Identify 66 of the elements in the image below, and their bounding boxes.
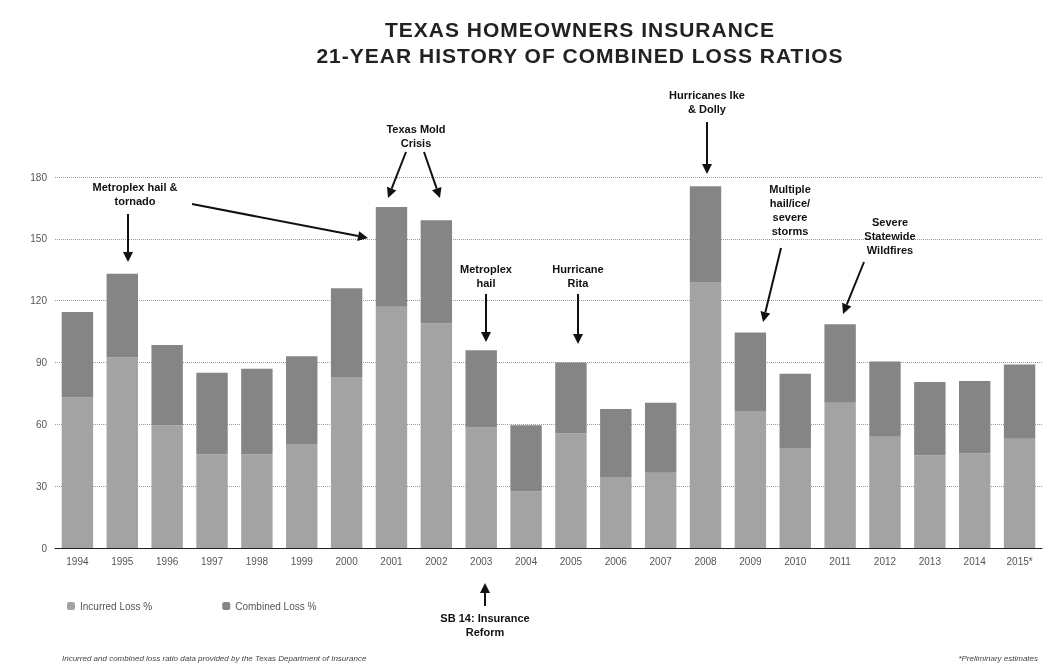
x-tick-label: 1996 [156,555,179,567]
bar [375,206,408,307]
legend-label: Incurred Loss % [80,600,153,612]
text: Hurricanes Ike & Dolly [668,88,746,116]
annotation: Metroplex hail & tornado [91,180,179,208]
annotation: Multiple hail/ice/ severe storms [768,182,812,238]
y-tick-label: 90 [35,357,48,368]
x-tick-label: 2012 [873,555,897,567]
bar [465,350,497,428]
x-tick-label: 2008 [694,555,718,567]
y-tick-label: 60 [35,418,48,430]
x-tick-label: 2006 [604,555,628,567]
bar [420,220,453,324]
annotation: Severe Statewide Wildfires [863,215,917,257]
x-tick-label: 2007 [649,555,673,567]
x-tick-label: 2014 [963,555,987,567]
y-tick-label: 0 [41,542,48,554]
text: *Preliminary estimates [958,654,1038,663]
bar [196,372,228,455]
bar [689,186,722,283]
bar [286,356,318,444]
chart-title: TEXAS HOMEOWNERS INSURANCE [384,18,776,42]
bar [1003,364,1036,439]
bar [734,332,767,411]
bar [914,382,946,456]
bar [510,491,542,548]
text: Texas Mold Crisis [385,122,447,150]
x-tick-label: 1995 [111,555,134,567]
x-tick-label: 1998 [245,555,269,567]
chart-subtitle: 21-YEAR HISTORY OF COMBINED LOSS RATIOS [315,44,845,68]
bar [824,324,856,403]
bar [330,288,363,377]
bar [600,408,632,477]
bar [644,402,677,473]
bar [555,362,587,434]
x-tick-label: 1994 [66,555,89,567]
bar [510,425,542,492]
bar [151,344,183,426]
annotation: Metroplex hail [459,262,513,290]
text: Incurred and combined loss ratio data provided by the Texas Department of Insurance [62,654,367,663]
annotation: Hurricane Rita [551,262,605,290]
x-tick-label: 2005 [559,555,583,567]
bar [959,381,991,454]
y-tick-label: 180 [30,171,48,183]
y-tick-label: 150 [30,233,48,245]
bar [61,312,94,398]
x-tick-label: 2001 [380,555,404,567]
x-tick-label: 2000 [335,555,359,567]
x-tick-label: 2002 [425,555,448,567]
text: SB 14: Insurance Reform [439,611,531,639]
x-tick-label: 2004 [514,555,538,567]
legend-label: Combined Loss % [235,600,317,612]
x-tick-label: 2015* [1006,555,1033,567]
x-tick-label: 2003 [470,555,493,567]
x-tick-label: 1997 [200,555,224,567]
x-tick-label: 2009 [739,555,762,567]
bar [241,368,273,455]
x-tick-label: 2013 [918,555,942,567]
x-tick-label: 2010 [784,555,807,567]
x-tick-label: 2011 [829,555,852,567]
y-tick-label: 30 [35,480,48,492]
bar [779,373,811,449]
x-tick-label: 1999 [290,555,314,567]
y-tick-label: 120 [30,295,48,307]
bar [869,361,901,437]
bar [106,273,138,358]
